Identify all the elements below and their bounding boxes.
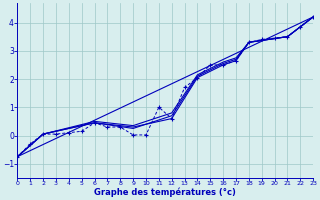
X-axis label: Graphe des températures (°c): Graphe des températures (°c) xyxy=(94,188,236,197)
